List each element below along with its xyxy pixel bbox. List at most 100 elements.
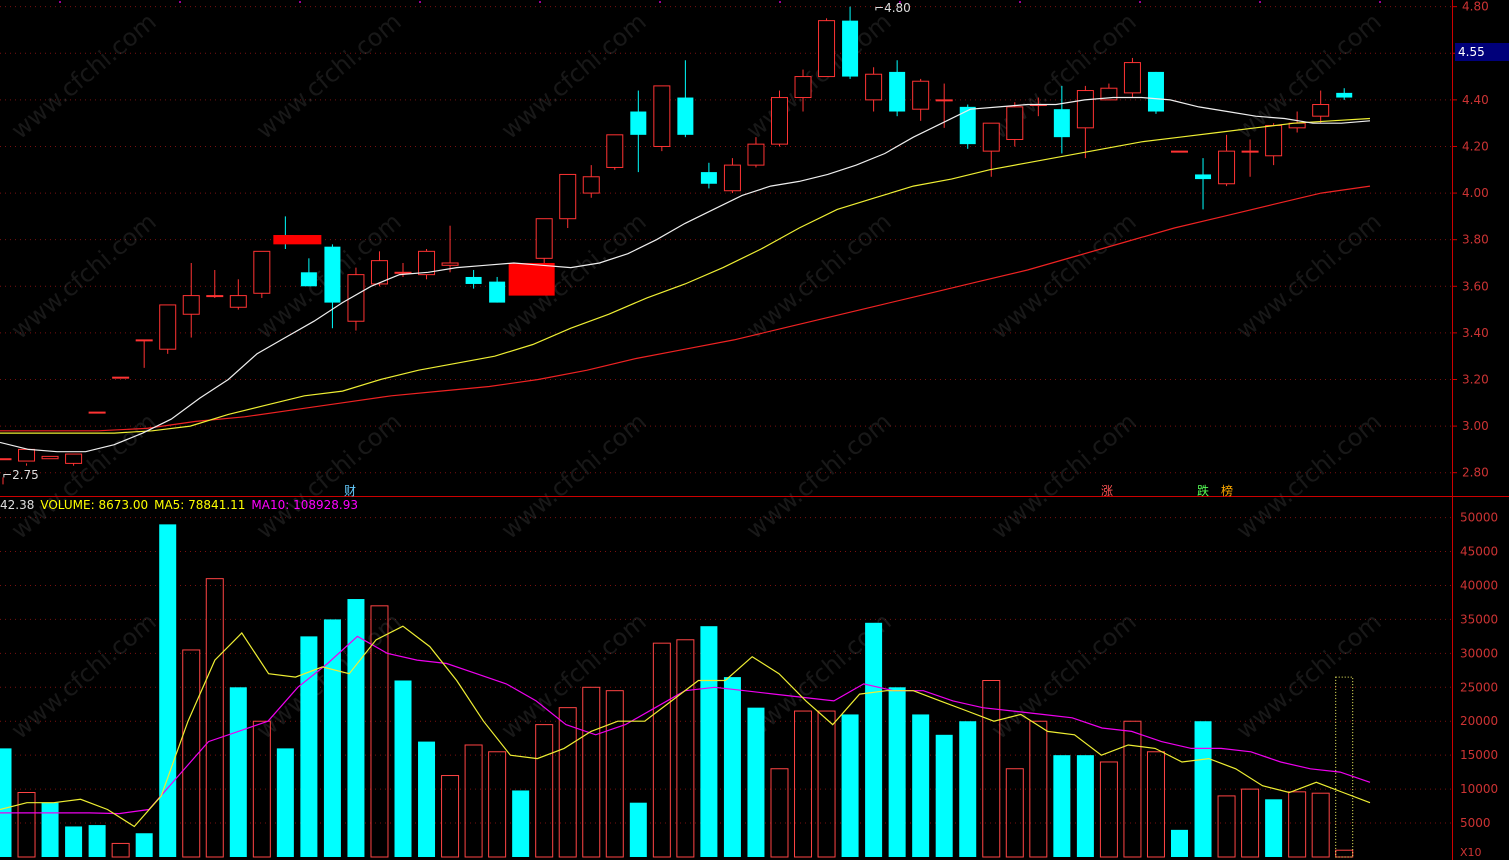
candle-body: [1336, 92, 1353, 98]
volume-bar: [558, 707, 577, 858]
volume-bar: [347, 599, 365, 857]
candle-body: [653, 85, 671, 147]
volume-bar: [229, 687, 247, 857]
candle-body: [982, 122, 1000, 152]
marker-zhang: 涨: [1101, 484, 1114, 498]
current-price-badge: 4.55: [1455, 43, 1509, 61]
candle-body: [1147, 71, 1164, 112]
candle-body: [65, 453, 83, 464]
candle-body: [0, 458, 12, 461]
volume-bar: [276, 748, 294, 857]
candle-body: [18, 448, 36, 462]
volume-tick-label: 35000: [1460, 612, 1498, 626]
volume-bar: [1288, 791, 1307, 858]
candle-body: [865, 73, 883, 101]
volume-bar: [935, 734, 953, 857]
candle-body: [253, 250, 271, 294]
candle-body: [1100, 87, 1118, 101]
volume-bar: [512, 790, 530, 857]
ma-line-yellow: [0, 117, 1371, 434]
candle-body: [1006, 106, 1024, 140]
volume-bar: [1146, 751, 1165, 858]
candle-body: [959, 106, 976, 145]
low-label: ⌐2.75: [2, 468, 39, 482]
volume-tick-label: 5000: [1460, 816, 1491, 830]
volume-bar: [1029, 720, 1048, 858]
signal-box: [508, 262, 555, 296]
candle-body: [794, 76, 812, 99]
volume-unit-label: X10: [1460, 846, 1482, 859]
volume-bar: [817, 710, 836, 858]
ma-line-red: [0, 185, 1371, 432]
candle-body: [582, 176, 600, 194]
volume-bar: [794, 710, 813, 858]
high-label: ⌐4.80: [874, 1, 911, 15]
top-dot: [779, 1, 781, 3]
candle-body: [1195, 174, 1212, 180]
price-tick-label: 3.80: [1462, 233, 1489, 247]
candle-body: [1265, 125, 1283, 157]
volume-tick-label: 15000: [1460, 748, 1498, 762]
volume-bar: [1241, 788, 1260, 858]
volume-tick-label: 45000: [1460, 545, 1498, 559]
candle-body: [229, 295, 247, 308]
candle-body: [324, 246, 341, 303]
volume-bar: [841, 714, 859, 857]
candle-body: [842, 20, 859, 77]
volume-bar: [135, 833, 153, 857]
candle-body: [559, 173, 577, 220]
candle-body: [1123, 62, 1141, 94]
volume-bar: [1171, 829, 1188, 857]
volume-bar: [300, 636, 318, 857]
volume-bar: [323, 619, 341, 857]
legend-prefix: 42.38: [0, 498, 35, 512]
volume-tick-label: 10000: [1460, 782, 1498, 796]
top-dot: [59, 1, 61, 3]
top-dot: [1259, 1, 1261, 3]
volume-bar: [0, 748, 12, 857]
volume-bar: [959, 721, 977, 857]
candle-body: [394, 271, 412, 274]
volume-bar: [1053, 755, 1071, 857]
top-dot: [899, 1, 901, 3]
price-tick-label: 4.00: [1462, 186, 1489, 200]
candle-body: [370, 260, 388, 285]
candle-body: [88, 411, 106, 414]
volume-bar: [1194, 721, 1212, 857]
volume-bar: [605, 690, 624, 858]
volume-bar: [111, 842, 130, 858]
volume-bar: [1076, 755, 1094, 857]
top-dot: [1019, 1, 1021, 3]
price-tick-label: 4.20: [1462, 139, 1489, 153]
candle-body: [182, 295, 200, 315]
volume-tick-label: 30000: [1460, 646, 1498, 660]
candle-body: [1171, 150, 1188, 153]
candle-body: [112, 376, 130, 379]
volume-bar: [88, 825, 106, 857]
volume-bar: [912, 714, 930, 857]
volume-bar: [770, 768, 789, 858]
volume-bar: [464, 744, 483, 858]
volume-bar: [723, 677, 741, 857]
candle-body: [700, 172, 717, 184]
legend-ma10: MA10: 108928.93: [251, 498, 358, 512]
volume-bar: [582, 686, 601, 858]
candle-body: [818, 20, 836, 78]
top-dot: [1379, 1, 1381, 3]
top-dot: [659, 1, 661, 3]
volume-bar: [629, 802, 647, 857]
signal-box: [273, 235, 322, 245]
volume-tick-label: 25000: [1460, 680, 1498, 694]
volume-bar: [676, 639, 695, 858]
candle-body: [300, 272, 317, 287]
top-dot: [179, 1, 181, 3]
volume-bar: [700, 626, 718, 857]
candle-body: [935, 99, 953, 102]
candle-body: [770, 97, 788, 145]
ma-line-white: [0, 96, 1371, 453]
price-tick-label: 3.20: [1462, 372, 1489, 386]
candle-body: [465, 276, 482, 284]
volume-bar: [982, 680, 1001, 858]
volume-bar: [159, 524, 177, 857]
